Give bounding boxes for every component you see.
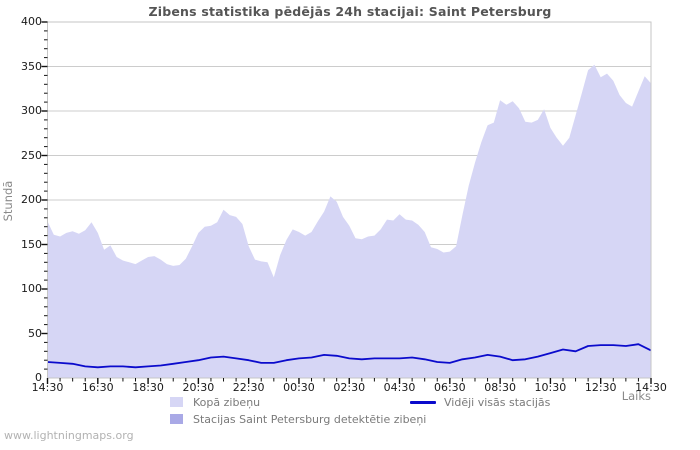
- y-tick-label: 100: [21, 282, 42, 295]
- legend-row-1: Kopā zibeņu Vidēji visās stacijās: [0, 395, 700, 409]
- x-tick-label: 08:30: [484, 381, 516, 394]
- x-tick-label: 10:30: [534, 381, 567, 394]
- y-tick-label: 0: [35, 371, 42, 384]
- legend-label-average: Vidēji visās stacijās: [444, 396, 551, 409]
- y-tick-label: 50: [28, 326, 42, 340]
- x-tick-label: 02:30: [333, 381, 366, 394]
- y-tick-label: 300: [21, 104, 42, 117]
- y-tick-label: 400: [21, 15, 42, 28]
- legend-swatch-total: [170, 397, 183, 407]
- legend-swatch-average-line: [410, 401, 436, 404]
- x-tick-label: 14:30: [31, 381, 64, 394]
- legend-row-2: Stacijas Saint Petersburg detektētie zib…: [0, 412, 700, 426]
- y-tick-label: 200: [21, 193, 42, 206]
- x-tick-label: 00:30: [283, 381, 315, 394]
- x-tick-label: 22:30: [232, 381, 265, 394]
- chart-title: Zibens statistika pēdējās 24h stacijai: …: [148, 4, 552, 19]
- x-tick-label: 12:30: [584, 381, 617, 394]
- series-average-line: [47, 343, 652, 369]
- legend-swatch-station: [170, 414, 183, 424]
- x-tick-label: 20:30: [182, 381, 215, 394]
- watermark-link[interactable]: www.lightningmaps.org: [4, 429, 134, 442]
- y-axis-title: Stundā: [1, 180, 15, 222]
- x-tick-label: 16:30: [81, 381, 114, 394]
- legend-label-total: Kopā zibeņu: [193, 396, 261, 409]
- y-tick-label: 350: [21, 59, 42, 73]
- x-tick-label: 06:30: [433, 381, 466, 394]
- y-tick-label: 250: [21, 148, 42, 162]
- legend-label-station: Stacijas Saint Petersburg detektētie zib…: [193, 413, 427, 426]
- series-total-area: [47, 64, 651, 378]
- x-tick-label: 18:30: [132, 381, 164, 394]
- x-tick-label: 14:30: [635, 381, 667, 394]
- x-axis-title: Laiks: [621, 389, 651, 403]
- x-tick-label: 04:30: [383, 381, 416, 394]
- y-tick-label: 150: [21, 237, 42, 251]
